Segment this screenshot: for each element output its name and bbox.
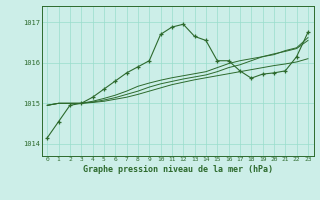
X-axis label: Graphe pression niveau de la mer (hPa): Graphe pression niveau de la mer (hPa) — [83, 165, 273, 174]
